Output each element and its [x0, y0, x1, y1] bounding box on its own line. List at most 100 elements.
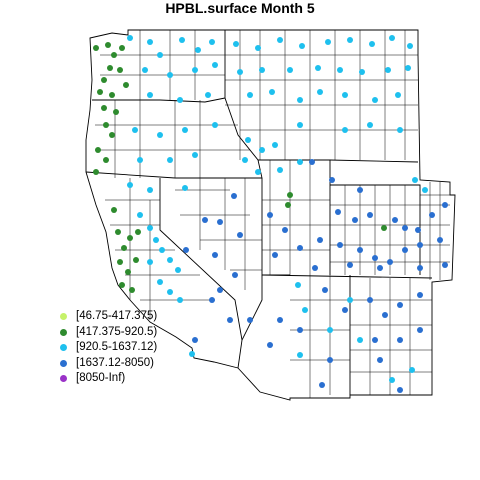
county-point [175, 267, 181, 273]
county-point [297, 352, 303, 358]
county-point [212, 252, 218, 258]
county-point [342, 92, 348, 98]
county-point [317, 237, 323, 243]
county-point [147, 225, 153, 231]
county-point [127, 35, 133, 41]
county-point [195, 47, 201, 53]
county-point [182, 127, 188, 133]
map-title: HPBL.surface Month 5 [165, 0, 315, 16]
border-nv-ut [261, 178, 290, 276]
county-point [107, 65, 113, 71]
county-point [233, 41, 239, 47]
border-four-corners-h [261, 274, 433, 279]
county-point [407, 43, 413, 49]
county-point [422, 187, 428, 193]
county-point [367, 212, 373, 218]
legend-label: [920.5-1637.12) [76, 341, 158, 353]
county-point [415, 227, 421, 233]
county-point [167, 72, 173, 78]
county-point [159, 247, 165, 253]
county-point [277, 317, 283, 323]
county-point [367, 122, 373, 128]
county-point [109, 92, 115, 98]
county-point [269, 89, 275, 95]
county-point [357, 187, 363, 193]
county-point [297, 159, 303, 165]
county-point [192, 67, 198, 73]
county-point [312, 265, 318, 271]
county-point [93, 45, 99, 51]
county-point [202, 217, 208, 223]
county-point [127, 235, 133, 241]
county-point [302, 307, 308, 313]
legend-label: [417.375-920.5) [76, 325, 158, 338]
county-point [177, 297, 183, 303]
county-point [327, 357, 333, 363]
region-outline [85, 29, 456, 401]
county-point [105, 42, 111, 48]
legend-label: [8050-Inf) [76, 372, 126, 384]
county-point [402, 247, 408, 253]
county-point [389, 35, 395, 41]
county-point [237, 69, 243, 75]
county-point [157, 52, 163, 58]
legend-item: [8050-Inf) [60, 371, 157, 387]
county-point [119, 282, 125, 288]
county-point [267, 342, 273, 348]
county-point [179, 37, 185, 43]
county-point [127, 182, 133, 188]
county-point [189, 351, 195, 357]
county-point [337, 242, 343, 248]
county-point [327, 327, 333, 333]
county-point [272, 252, 278, 258]
county-point [129, 287, 135, 293]
legend-swatch [60, 313, 67, 321]
county-point [347, 262, 353, 268]
county-point [117, 259, 123, 265]
county-point [372, 255, 378, 261]
county-point [209, 297, 215, 303]
legend-label: [46.75-417.375) [76, 310, 158, 322]
county-point [297, 122, 303, 128]
county-point [372, 337, 378, 343]
county-point [212, 122, 218, 128]
county-point [342, 307, 348, 313]
county-point [247, 317, 253, 323]
county-point [113, 109, 119, 115]
county-point [115, 229, 121, 235]
county-point [157, 132, 163, 138]
county-point [242, 157, 248, 163]
county-point [137, 157, 143, 163]
county-point [255, 169, 261, 175]
border-id-east [220, 30, 263, 179]
county-point [329, 177, 335, 183]
legend: [46.75-417.375) [417.375-920.5) [920.5-1… [60, 309, 157, 387]
county-point [267, 212, 273, 218]
legend-swatch [60, 328, 67, 336]
legend-swatch [60, 359, 67, 367]
county-point [227, 317, 233, 323]
county-point [167, 157, 173, 163]
county-point [259, 147, 265, 153]
county-point [317, 89, 323, 95]
county-point [212, 62, 218, 68]
county-point [205, 92, 211, 98]
county-point [389, 377, 395, 383]
border-wa-or [92, 97, 226, 103]
county-point [397, 387, 403, 393]
county-point [335, 209, 341, 215]
county-point [245, 137, 251, 143]
county-point [297, 97, 303, 103]
county-point [153, 237, 159, 243]
county-point [397, 127, 403, 133]
county-point [103, 122, 109, 128]
county-point [325, 39, 331, 45]
county-point [137, 212, 143, 218]
county-point [299, 43, 305, 49]
county-point [405, 65, 411, 71]
county-point [192, 337, 198, 343]
county-point [319, 382, 325, 388]
county-point [282, 227, 288, 233]
county-point [177, 97, 183, 103]
county-point [437, 237, 443, 243]
